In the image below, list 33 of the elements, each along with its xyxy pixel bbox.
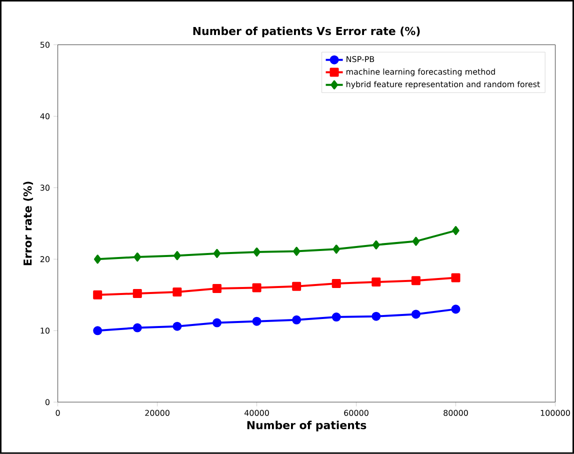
point: [411, 276, 420, 286]
point: [412, 236, 420, 246]
point: [132, 323, 142, 332]
y-axis-title: Error rate (%): [23, 182, 34, 266]
point: [252, 283, 262, 292]
point: [174, 251, 181, 260]
point: [253, 248, 260, 257]
point: [452, 226, 460, 236]
point: [372, 240, 380, 250]
chart-title: Number of patients Vs Error rate (%): [193, 26, 420, 38]
point: [172, 322, 182, 331]
point: [93, 290, 102, 300]
point: [292, 246, 300, 256]
point: [451, 304, 460, 314]
point: [372, 312, 381, 321]
point: [94, 254, 102, 264]
point: [292, 315, 302, 324]
x-axis-title: Number of patients: [247, 420, 366, 432]
point: [132, 289, 142, 298]
point: [292, 282, 302, 291]
point: [213, 248, 221, 258]
point: [212, 318, 222, 328]
point: [134, 252, 142, 262]
point: [411, 310, 420, 319]
point: [93, 326, 102, 336]
point: [332, 244, 340, 254]
point: [372, 278, 381, 287]
point: [172, 288, 182, 297]
point: [451, 273, 460, 282]
point: [332, 279, 341, 288]
point: [212, 284, 222, 294]
point: [252, 316, 262, 326]
point: [332, 312, 341, 322]
